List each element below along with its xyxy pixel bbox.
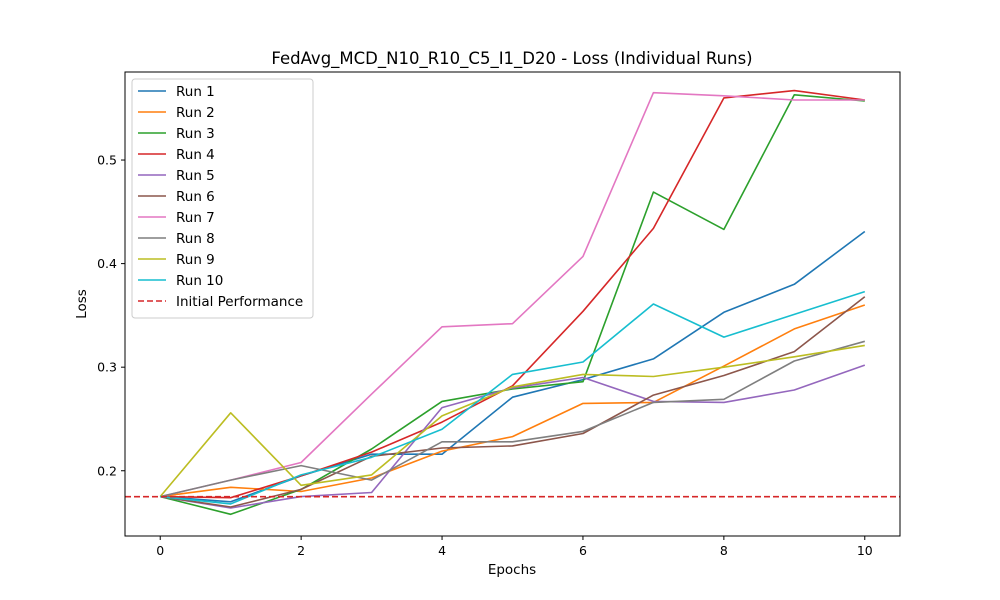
- y-axis-label: Loss: [74, 289, 90, 319]
- x-tick-label: 2: [297, 543, 305, 558]
- series-line-run-2: [160, 304, 866, 498]
- x-tick-label: 6: [579, 543, 587, 558]
- legend-label: Run 1: [176, 84, 215, 100]
- series-line-run-3: [160, 94, 865, 516]
- y-tick-label: 0.3: [97, 360, 117, 375]
- x-axis: 0 2 4 6 8 10: [156, 536, 873, 558]
- series-line-run-8: [160, 340, 866, 498]
- series-line-run-4: [160, 89, 865, 499]
- x-tick-label: 8: [720, 543, 728, 558]
- legend-label: Run 6: [176, 189, 215, 205]
- y-axis: 0.2 0.3 0.4 0.5: [97, 153, 125, 478]
- legend-label: Run 2: [176, 105, 215, 121]
- y-tick-label: 0.2: [97, 463, 117, 478]
- legend-label: Run 7: [176, 210, 215, 226]
- chart-title: FedAvg_MCD_N10_R10_C5_I1_D20 - Loss (Ind…: [271, 49, 752, 69]
- legend-label: Run 9: [176, 252, 215, 268]
- plot-series-group: [125, 89, 900, 516]
- legend-label: Run 4: [176, 147, 215, 163]
- x-axis-label: Epochs: [488, 562, 536, 578]
- x-tick-label: 0: [156, 543, 164, 558]
- x-tick-label: 10: [857, 543, 873, 558]
- legend-label: Run 10: [176, 273, 223, 289]
- legend-label: Initial Performance: [176, 294, 303, 310]
- series-line-run-6: [160, 296, 866, 508]
- x-tick-label: 4: [438, 543, 446, 558]
- legend-box: [131, 78, 314, 319]
- y-tick-label: 0.4: [97, 256, 117, 271]
- y-tick-label: 0.5: [97, 153, 117, 168]
- legend-label: Run 8: [176, 231, 215, 247]
- series-line-run-9: [159, 344, 865, 498]
- plot-frame: [124, 71, 901, 537]
- legend-label: Run 3: [176, 126, 215, 142]
- series-line-run-7: [160, 91, 865, 498]
- legend-label: Run 5: [176, 168, 215, 184]
- legend: Run 1 Run 2 Run 3 Run 4 Run 5 Run 6 Run 7 Run 8…: [131, 78, 314, 319]
- series-line-run-5: [160, 364, 866, 509]
- series-line-run-10: [160, 290, 866, 505]
